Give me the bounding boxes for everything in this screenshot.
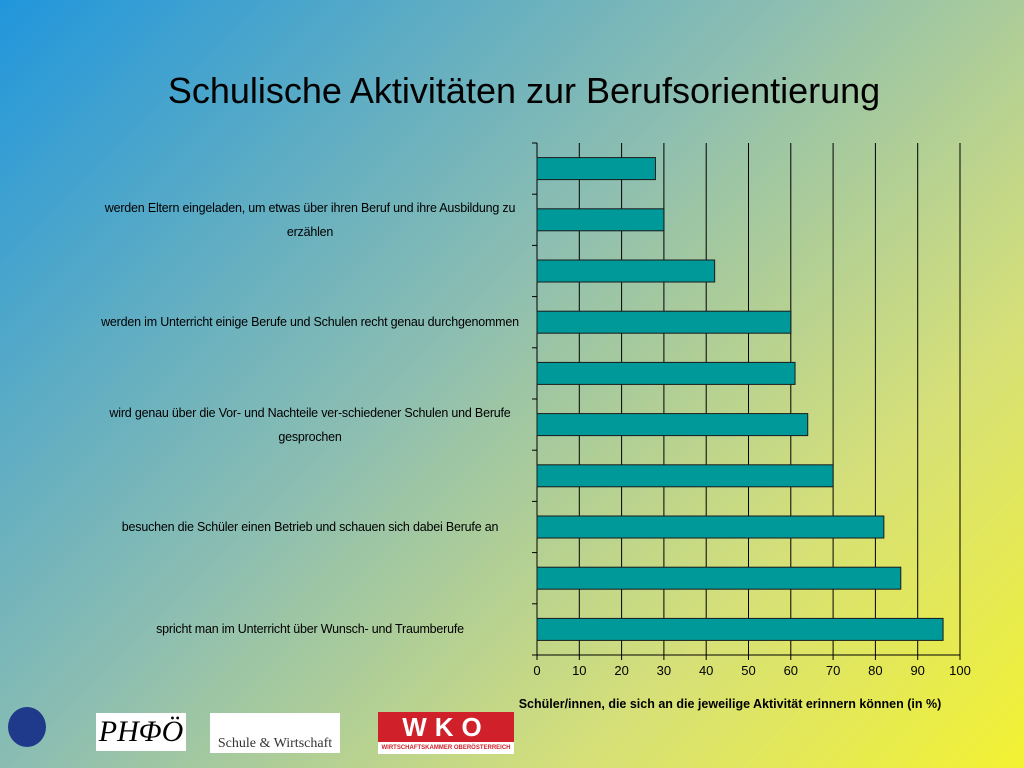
bar (536, 208, 665, 232)
x-tick-label: 50 (741, 663, 755, 678)
y-tick-label: wird genau über die Vor- und Nachteile v… (109, 405, 511, 444)
x-tick-label: 100 (949, 663, 971, 678)
x-tick-label: 0 (533, 663, 540, 678)
y-tick-label: werden im Unterricht einige Berufe und S… (101, 315, 519, 330)
y-tick-label: besuchen die Schüler einen Betrieb und s… (121, 520, 499, 534)
x-tick-label: 30 (657, 663, 671, 678)
bar (536, 617, 944, 641)
bar (536, 464, 834, 488)
x-tick-label: 60 (784, 663, 798, 678)
logo-phoe: PHΦÖ (96, 713, 186, 751)
logo-schule-wirtschaft: Schule & Wirtschaft (210, 713, 340, 753)
slide-title: Schulische Aktivitäten zur Berufsorienti… (167, 70, 881, 111)
bar (536, 566, 902, 590)
logo-mark (8, 707, 46, 747)
bar (536, 361, 796, 385)
bar (536, 259, 716, 283)
y-tick-label: spricht man im Unterricht über Wunsch- u… (156, 622, 464, 637)
x-axis-label: Schüler/innen, die sich an die jeweilige… (518, 697, 942, 711)
bar (536, 413, 809, 437)
x-tick-label: 40 (699, 663, 713, 678)
y-tick-label: werden Eltern eingeladen, um etwas über … (104, 200, 516, 239)
x-tick-label: 90 (910, 663, 924, 678)
x-tick-label: 20 (614, 663, 628, 678)
x-tick-label: 80 (868, 663, 882, 678)
bar (536, 157, 656, 181)
logo-wko-text: WIRTSCHAFTSKAMMER OBERÖSTERREICH (378, 742, 514, 754)
bar (536, 515, 885, 539)
x-tick-label: 70 (826, 663, 840, 678)
x-tick-label: 10 (572, 663, 586, 678)
bar (536, 310, 792, 334)
logo-wko: WKO (378, 712, 514, 742)
